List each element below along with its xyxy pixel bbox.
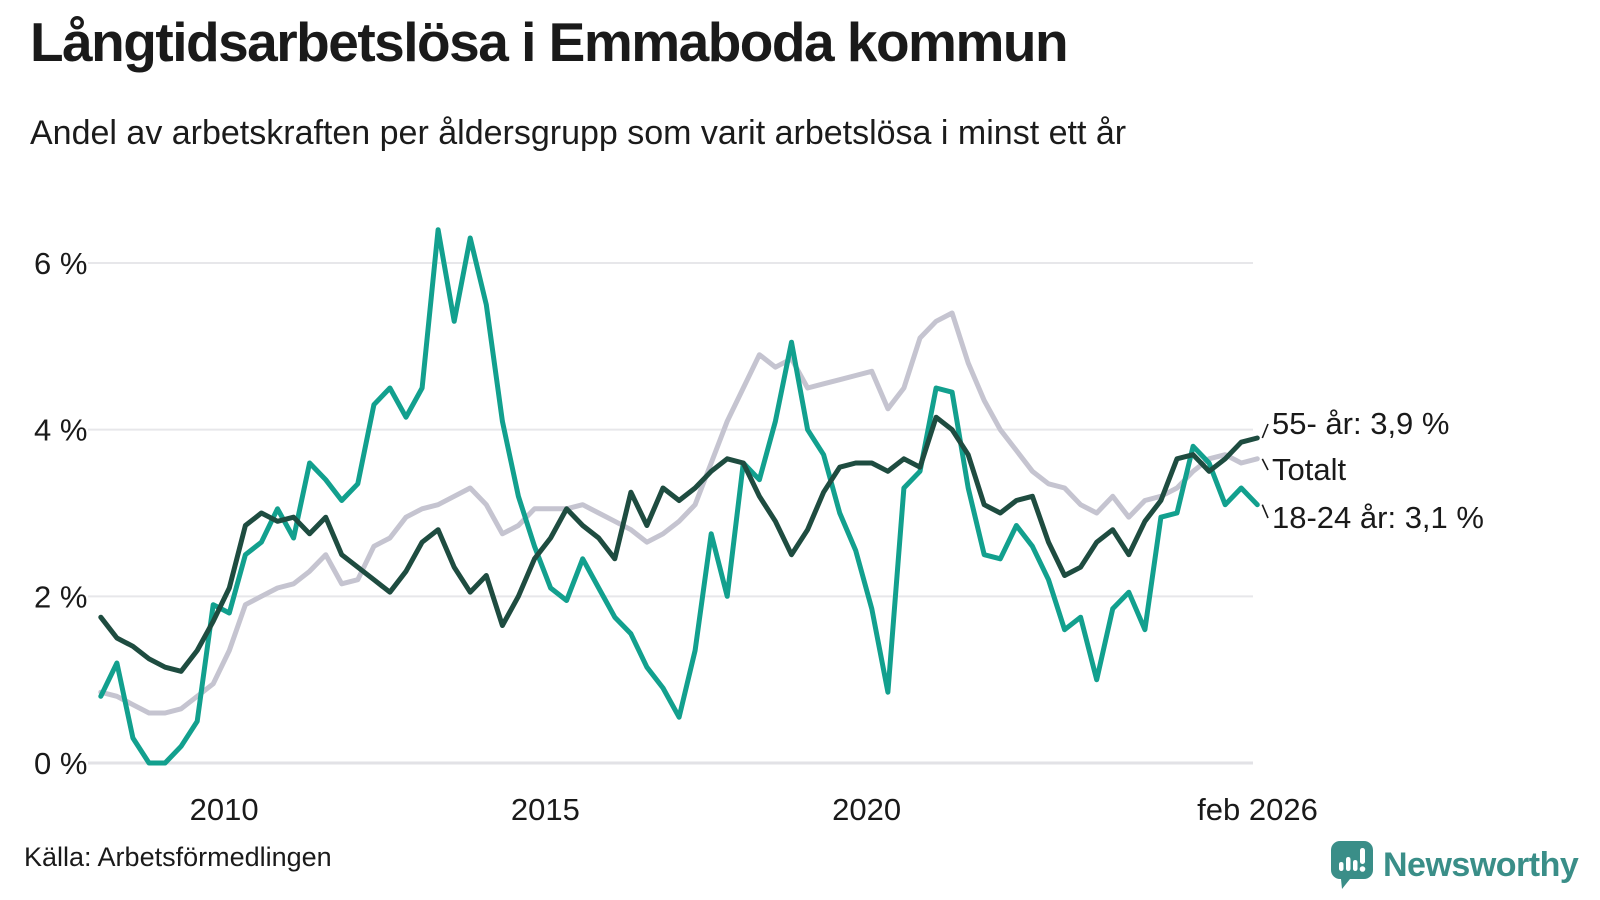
newsworthy-logo-icon: [1330, 840, 1374, 890]
end-label-connector: [1261, 423, 1269, 439]
source-note: Källa: Arbetsförmedlingen: [24, 842, 332, 872]
x-tick-label: 2020: [832, 792, 901, 827]
series-end-label-18-24: 18-24 år: 3,1 %: [1272, 500, 1484, 535]
x-tick-label: 2015: [511, 792, 580, 827]
series-end-label-55: 55- år: 3,9 %: [1272, 406, 1450, 441]
y-tick-label: 2 %: [34, 579, 87, 614]
page-subtitle: Andel av arbetskraften per åldersgrupp s…: [30, 114, 1127, 152]
y-tick-label: 0 %: [34, 746, 87, 781]
y-tick-label: 6 %: [34, 246, 87, 281]
series-line-55- år: [98, 414, 1260, 674]
end-label-connector: [1261, 458, 1269, 471]
series-line-18-24 år: [98, 227, 1260, 766]
x-tick-label: 2010: [190, 792, 259, 827]
x-tick-label: feb 2026: [1197, 792, 1318, 827]
page-title: Långtidsarbetslösa i Emmaboda kommun: [30, 11, 1069, 73]
y-tick-label: 4 %: [34, 413, 87, 448]
newsworthy-brand-text: Newsworthy: [1383, 845, 1579, 884]
series-end-label-totalt: Totalt: [1272, 452, 1347, 487]
newsworthy-brand[interactable]: Newsworthy: [1330, 840, 1579, 890]
series-line-Totalt: [98, 310, 1260, 716]
end-label-connector: [1261, 504, 1269, 519]
